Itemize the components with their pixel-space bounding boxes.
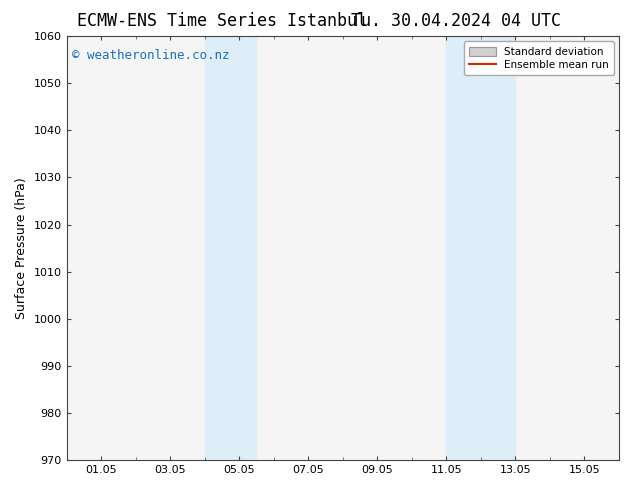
Y-axis label: Surface Pressure (hPa): Surface Pressure (hPa) <box>15 177 28 319</box>
Bar <box>205 36 256 460</box>
Text: ECMW-ENS Time Series Istanbul: ECMW-ENS Time Series Istanbul <box>77 12 367 30</box>
Legend: Standard deviation, Ensemble mean run: Standard deviation, Ensemble mean run <box>464 41 614 75</box>
Bar <box>446 36 515 460</box>
Text: © weatheronline.co.nz: © weatheronline.co.nz <box>72 49 230 62</box>
Text: Tu. 30.04.2024 04 UTC: Tu. 30.04.2024 04 UTC <box>351 12 562 30</box>
